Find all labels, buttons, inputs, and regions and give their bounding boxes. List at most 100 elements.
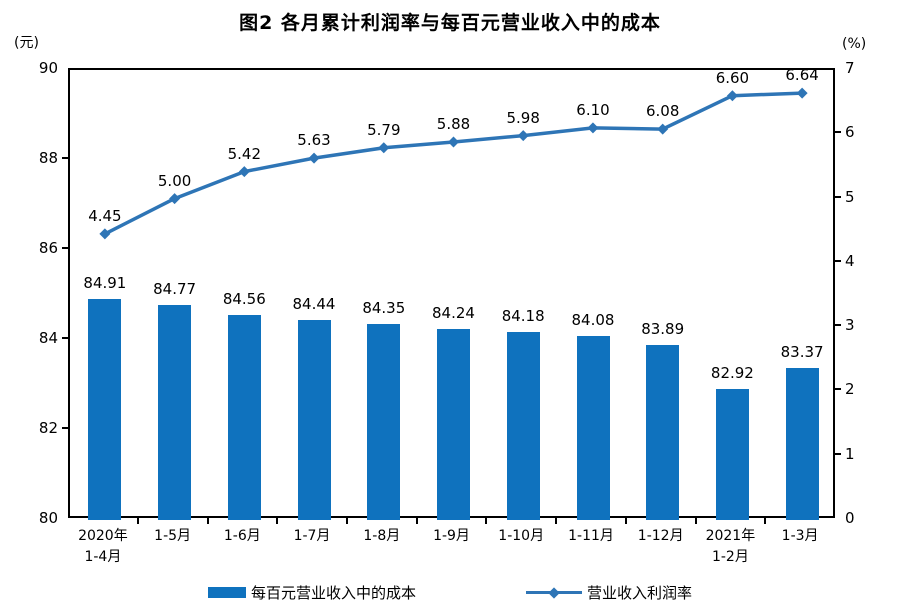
- x-category-label: 1-11月: [568, 528, 614, 544]
- y-right-tick: [835, 195, 841, 198]
- bar-value-label: 84.44: [292, 295, 336, 314]
- plot-area: 84.91 84.77 84.56 84.44 84.35 84.24 84.18 84.08…: [68, 66, 835, 520]
- x-axis-tick: [136, 518, 139, 524]
- bar-1-6月: [227, 314, 261, 520]
- x-axis-tick: [276, 518, 279, 524]
- bar-value-label: 83.89: [641, 319, 685, 338]
- legend-bar-swatch: [207, 587, 246, 598]
- y-right-tick: [835, 259, 841, 262]
- legend-label: 营业收入利润率: [587, 584, 693, 602]
- x-category-label: 1-10月: [498, 528, 545, 544]
- line-marker-diamond: [657, 123, 669, 135]
- bar-value-label: 84.24: [432, 304, 475, 323]
- y-right-tick-label: 5: [845, 187, 855, 206]
- line-marker-diamond: [726, 90, 738, 102]
- bar-1-9月: [437, 329, 470, 520]
- line-value-label: 6.10: [576, 100, 610, 119]
- y-left-tick: [62, 247, 68, 249]
- y-right-tick-label: 0: [845, 509, 855, 527]
- legend-line-diamond: [548, 586, 560, 599]
- y-left-tick-label: 84: [38, 329, 58, 347]
- x-axis-tick: [764, 518, 767, 524]
- line-value-label: 6.60: [715, 68, 750, 87]
- line-marker-diamond: [169, 193, 181, 205]
- bar-1-3月: [785, 368, 819, 520]
- y-right-tick-label: 6: [845, 123, 855, 142]
- line-marker-diamond: [796, 87, 808, 99]
- bar-1-12月: [646, 344, 680, 520]
- bar-1-5月: [158, 305, 192, 520]
- legend-item-line: 营业收入利润率: [526, 582, 692, 603]
- bar-value-label: 84.77: [153, 280, 197, 299]
- x-axis-tick: [345, 518, 348, 524]
- x-axis-tick: [624, 518, 627, 524]
- line-value-label: 5.88: [436, 115, 471, 133]
- bar-value-label: 84.08: [571, 311, 615, 330]
- x-category-label: 1-3月: [781, 528, 819, 544]
- line-marker-diamond: [308, 152, 320, 164]
- legend: 每百元营业收入中的成本 营业收入利润率: [0, 582, 900, 603]
- line-value-label: 6.08: [645, 102, 680, 121]
- y-right-tick-label: 2: [845, 380, 855, 399]
- bar-value-label: 84.18: [501, 306, 545, 325]
- right-axis-unit: (%): [842, 36, 867, 52]
- line-marker-diamond: [448, 136, 459, 148]
- left-axis-unit: (元): [14, 35, 39, 51]
- y-right-tick: [835, 388, 841, 391]
- bar-1-10月: [506, 331, 540, 520]
- x-axis-tick: [694, 518, 697, 524]
- y-right-tick-label: 7: [845, 59, 855, 77]
- line-marker-diamond: [238, 166, 250, 178]
- bar-value-label: 84.56: [222, 289, 266, 308]
- y-right-tick-label: 1: [845, 444, 855, 463]
- line-value-label: 4.45: [88, 206, 122, 225]
- x-axis-tick: [485, 518, 488, 524]
- y-left-tick-label: 86: [38, 239, 58, 257]
- bar-1-7月: [297, 320, 331, 520]
- x-axis-tick: [206, 518, 209, 524]
- line-value-label: 5.63: [297, 131, 331, 150]
- line-marker-diamond: [99, 228, 111, 240]
- bar-value-label: 83.37: [780, 343, 824, 362]
- bar-value-label: 82.92: [710, 363, 754, 382]
- bar-1-11月: [576, 336, 610, 520]
- bar-value-label: 84.35: [362, 299, 406, 318]
- y-left-tick-label: 82: [38, 419, 58, 437]
- x-category-label: 2020年 1-4月: [78, 528, 128, 565]
- line-value-label: 5.00: [157, 171, 192, 190]
- x-category-label: 1-5月: [154, 528, 192, 544]
- y-right-tick: [835, 452, 841, 455]
- legend-label: 每百元营业收入中的成本: [250, 584, 416, 602]
- y-left-tick: [62, 337, 68, 339]
- x-category-label: 1-9月: [433, 528, 470, 544]
- y-left-tick-label: 90: [38, 59, 58, 77]
- y-left-tick: [62, 427, 68, 429]
- line-value-label: 6.64: [785, 66, 819, 85]
- y-left-tick: [62, 157, 68, 159]
- y-left-tick-label: 88: [38, 149, 58, 167]
- bar-1-8月: [367, 324, 401, 520]
- x-category-label: 2021年 1-2月: [705, 528, 756, 565]
- x-category-label: 1-7月: [293, 528, 331, 544]
- bar-2021年1-2月: [715, 388, 749, 520]
- y-right-tick-label: 3: [845, 316, 855, 335]
- y-right-tick: [835, 131, 841, 134]
- chart-title: 图2 各月累计利润率与每百元营业收入中的成本: [239, 12, 661, 34]
- x-category-label: 1-12月: [637, 528, 684, 544]
- line-value-label: 5.42: [227, 144, 261, 163]
- bar-value-label: 84.91: [83, 274, 127, 293]
- legend-line-swatch: [526, 586, 582, 599]
- line-marker-diamond: [378, 142, 390, 154]
- x-axis-tick: [555, 518, 558, 524]
- x-axis-tick: [415, 518, 418, 524]
- legend-item-bar: 每百元营业收入中的成本: [207, 582, 416, 603]
- bar-2020年1-4月: [88, 299, 122, 520]
- y-right-tick: [835, 324, 841, 327]
- x-category-label: 1-8月: [363, 528, 401, 544]
- x-category-label: 1-6月: [223, 528, 261, 544]
- line-marker-diamond: [587, 122, 599, 134]
- y-right-tick-label: 4: [845, 251, 855, 270]
- y-left-tick-label: 80: [38, 509, 58, 527]
- line-value-label: 5.98: [506, 108, 540, 127]
